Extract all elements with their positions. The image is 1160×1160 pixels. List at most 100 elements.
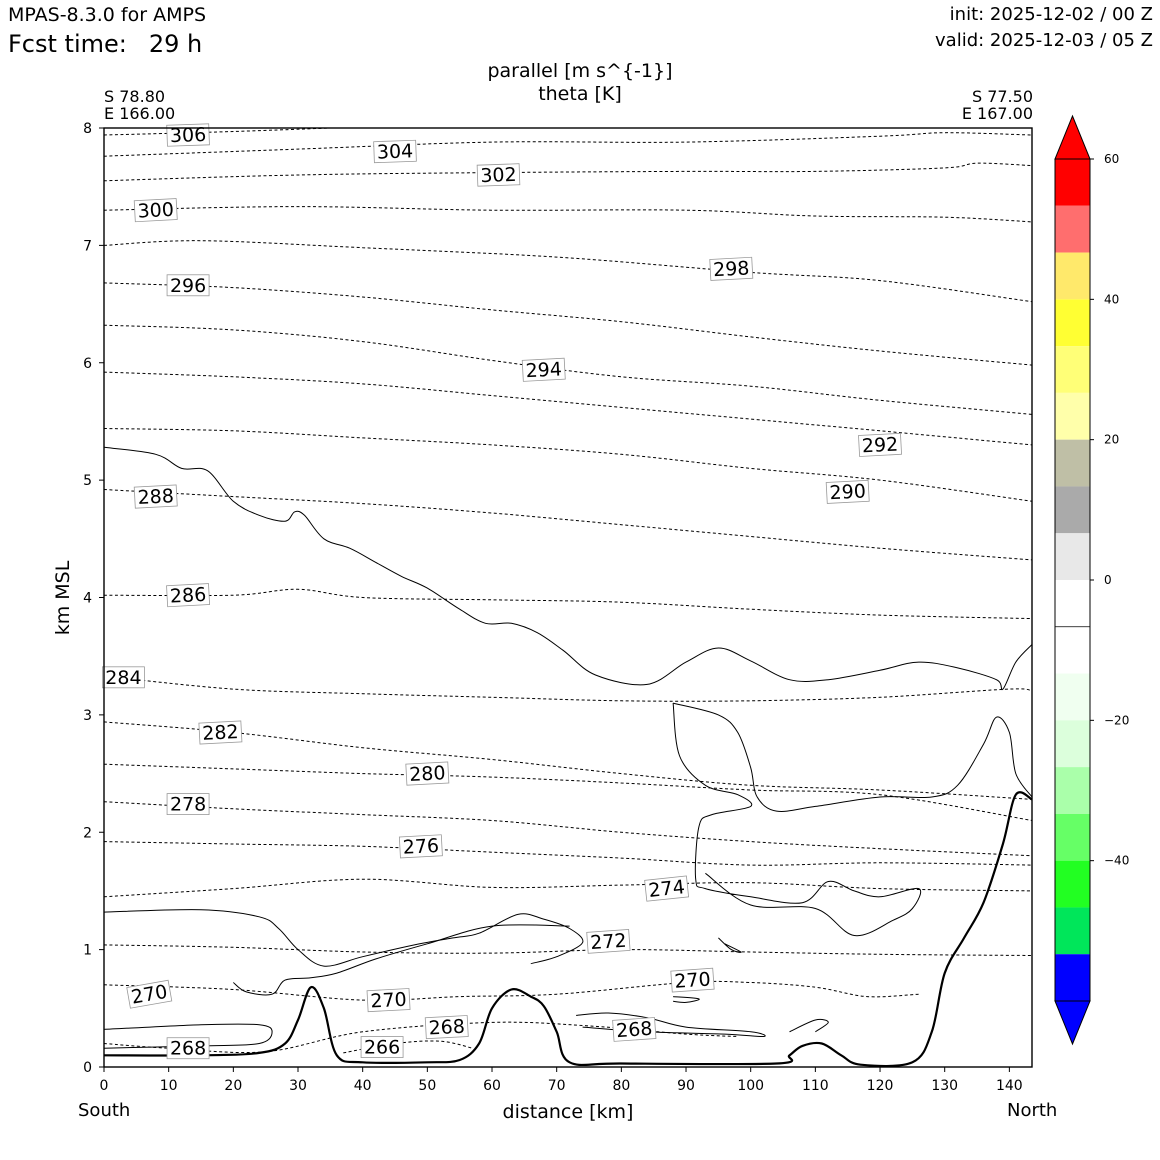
wind-contour-1 <box>672 702 1032 812</box>
colorbar-bin <box>1055 907 1090 955</box>
x-tick-label: 30 <box>289 1078 307 1094</box>
contour-label-270: 270 <box>366 988 411 1013</box>
contour-label-268: 268 <box>166 1037 210 1060</box>
contour-label-text: 306 <box>170 124 207 147</box>
theta-contour-280 <box>104 763 1032 821</box>
contour-label-text: 268 <box>615 1018 653 1042</box>
colorbar-tick-label: 40 <box>1104 292 1119 306</box>
x-tick-label: 50 <box>418 1078 436 1094</box>
contour-label-text: 294 <box>525 358 562 382</box>
contour-label-box <box>166 1037 210 1060</box>
wind-contour-2 <box>672 703 922 937</box>
theta-contour-292 <box>104 371 1032 446</box>
colorbar-bin <box>1055 346 1090 393</box>
valid-time: valid: 2025-12-03 / 05 Z <box>935 30 1153 51</box>
axes: 0 10 20 30 40 50 60 70 80 90 100 110 120 130 140 0 1 2 3 4 5… <box>83 121 1033 1094</box>
contour-label-296: 296 <box>166 274 210 297</box>
end-lat: S 77.50 <box>971 87 1033 106</box>
end-lon: E 167.00 <box>961 104 1033 123</box>
contour-label-box <box>166 274 210 297</box>
contour-label-text: 296 <box>170 275 206 297</box>
y-tick-label: 5 <box>83 473 92 489</box>
x-tick-label: 80 <box>612 1078 630 1094</box>
colorbar-bin <box>1055 439 1090 487</box>
theta-contour-294 <box>104 324 1032 415</box>
contour-label-text: 268 <box>428 1016 465 1040</box>
plot-title: parallel [m s^{-1}] <box>487 60 673 82</box>
contour-label-text: 272 <box>590 930 628 954</box>
contour-label-box <box>858 432 902 457</box>
contour-label-text: 292 <box>861 433 898 457</box>
contour-label-278: 278 <box>166 793 210 816</box>
contour-label-box <box>366 988 411 1013</box>
contour-label-266: 266 <box>360 1036 404 1059</box>
contour-label-box <box>709 256 754 281</box>
contour-label-text: 288 <box>137 485 174 509</box>
contour-label-box <box>424 1015 469 1040</box>
colorbar-bin <box>1055 252 1090 300</box>
contour-label-272: 272 <box>586 929 631 954</box>
colorbar-bin <box>1055 720 1090 768</box>
contour-label-box <box>198 720 243 745</box>
theta-contour-270 <box>104 980 919 1001</box>
colorbar-bin <box>1055 673 1090 721</box>
y-tick-label: 0 <box>83 1060 92 1076</box>
plot-subtitle: theta [K] <box>538 83 622 105</box>
contour-labels: 306 304 302 300 298 296 294 292 290 288 286 284 282 2… <box>102 123 902 1060</box>
theta-contour-286 <box>104 588 1032 620</box>
theta-contour-302 <box>104 162 1032 182</box>
contour-label-286: 286 <box>166 583 211 608</box>
colorbar-bin <box>1055 533 1090 580</box>
colorbar-tick-label: 0 <box>1104 573 1112 587</box>
forecast-time-label: Fcst time: <box>8 30 127 58</box>
contour-label-280: 280 <box>405 761 450 786</box>
contour-label-284: 284 <box>102 666 145 689</box>
contour-label-box <box>166 123 210 147</box>
x-tick-label: 0 <box>100 1078 109 1094</box>
x-tick-label: 120 <box>867 1078 894 1094</box>
x-tick-label: 60 <box>483 1078 501 1094</box>
x-axis-label: distance [km] <box>503 1101 634 1123</box>
y-tick-label: 8 <box>83 121 92 137</box>
contour-label-274: 274 <box>644 875 690 902</box>
colorbar-tick-label: −20 <box>1104 713 1129 727</box>
contour-label-box <box>521 357 566 382</box>
contour-label-box <box>670 967 715 993</box>
colorbar-tick-label: 20 <box>1104 433 1119 447</box>
contour-label-text: 280 <box>409 762 446 786</box>
contour-label-302: 302 <box>476 163 521 187</box>
contour-label-box <box>133 198 178 223</box>
theta-contour-304 <box>104 132 1032 157</box>
wind-contour-6 <box>576 1012 766 1038</box>
colorbar-bin <box>1055 954 1090 1001</box>
start-lon: E 166.00 <box>104 104 176 123</box>
contour-label-box <box>166 583 211 608</box>
colorbar-tick-label: −40 <box>1104 854 1129 868</box>
contour-label-box <box>586 929 631 954</box>
terrain-profile <box>104 791 1032 1067</box>
y-tick-label: 1 <box>83 943 92 959</box>
contour-label-292: 292 <box>858 432 902 457</box>
colorbar-bin <box>1055 486 1090 534</box>
contour-label-text: 276 <box>402 835 439 859</box>
colorbar-top-extend <box>1054 114 1091 160</box>
wind-contours <box>104 446 1032 1049</box>
x-tick-label: 140 <box>996 1078 1023 1094</box>
x-tick-label: 100 <box>737 1078 764 1094</box>
y-tick-label: 7 <box>83 238 92 254</box>
x-tick-label: 70 <box>548 1078 566 1094</box>
theta-contour-268 <box>104 1021 738 1054</box>
colorbar-bin <box>1055 299 1090 347</box>
contour-label-268: 268 <box>612 1017 657 1042</box>
colorbar: 60 40 20 0 −20 −40 <box>1054 114 1129 1046</box>
start-lat: S 78.80 <box>104 87 166 106</box>
contour-label-268: 268 <box>424 1015 469 1040</box>
terrain-line <box>104 791 1032 1067</box>
x-tick-label: 130 <box>931 1078 958 1094</box>
contour-label-box <box>825 479 870 504</box>
contour-label-text: 282 <box>202 721 239 745</box>
contour-label-text: 270 <box>674 968 712 992</box>
colorbar-bin <box>1055 813 1090 861</box>
contour-label-text: 286 <box>169 584 206 608</box>
